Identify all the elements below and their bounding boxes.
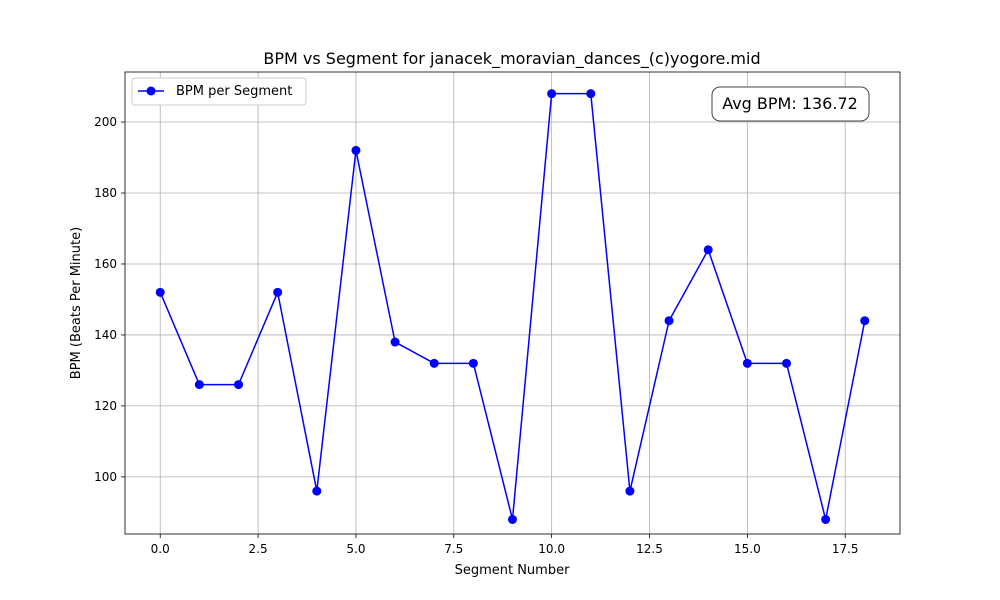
data-point — [390, 337, 400, 347]
data-point — [625, 486, 635, 496]
x-tick-label: 5.0 — [346, 542, 365, 556]
y-tick-label: 180 — [94, 186, 117, 200]
x-tick-label: 2.5 — [249, 542, 268, 556]
data-point — [742, 358, 752, 368]
data-point — [547, 89, 557, 99]
avg-annotation-box — [711, 86, 870, 122]
data-point — [351, 145, 361, 155]
data-point — [468, 358, 478, 368]
data-point — [194, 380, 204, 390]
data-point — [155, 287, 165, 297]
x-tick-label: 10.0 — [538, 542, 565, 556]
data-point — [703, 245, 713, 255]
plot-frame — [124, 71, 901, 535]
x-tick-label: 17.5 — [832, 542, 859, 556]
x-axis-title: Segment Number — [455, 563, 571, 578]
y-tick-label: 100 — [94, 470, 117, 484]
x-tick-label: 7.5 — [444, 542, 463, 556]
data-point — [508, 514, 517, 524]
y-tick-label: 200 — [94, 115, 117, 129]
y-axis-title: BPM (Beats Per Minute) — [69, 227, 84, 379]
data-point — [781, 358, 791, 368]
chart-title: BPM vs Segment for janacek_moravian_danc… — [263, 49, 760, 69]
data-point — [586, 89, 596, 99]
data-point — [312, 486, 322, 496]
data-point — [860, 316, 870, 326]
legend-box — [131, 77, 307, 106]
x-axis-ticks: 0.0 2.5 5.0 7.5 10.0 12.5 15.0 17.5 — [151, 534, 859, 556]
data-point — [664, 316, 674, 326]
y-tick-label: 120 — [94, 399, 117, 413]
legend-label: BPM per Segment — [176, 84, 292, 99]
y-tick-label: 160 — [94, 257, 117, 271]
legend-marker-sample — [146, 86, 156, 96]
x-tick-label: 0.0 — [151, 542, 170, 556]
data-point — [429, 358, 439, 368]
data-point — [273, 287, 283, 297]
series-layer — [155, 89, 870, 524]
data-point — [821, 514, 831, 524]
avg-annotation-text: Avg BPM: 136.72 — [722, 94, 858, 113]
data-point — [234, 380, 244, 390]
plot-area-background — [125, 72, 900, 534]
avg-annotation: Avg BPM: 136.72 — [711, 86, 870, 122]
x-tick-label: 15.0 — [734, 542, 761, 556]
y-axis-ticks: 100 120 140 160 180 200 — [94, 115, 125, 484]
x-tick-label: 12.5 — [636, 542, 663, 556]
legend: BPM per Segment — [131, 77, 307, 106]
y-tick-label: 140 — [94, 328, 117, 342]
